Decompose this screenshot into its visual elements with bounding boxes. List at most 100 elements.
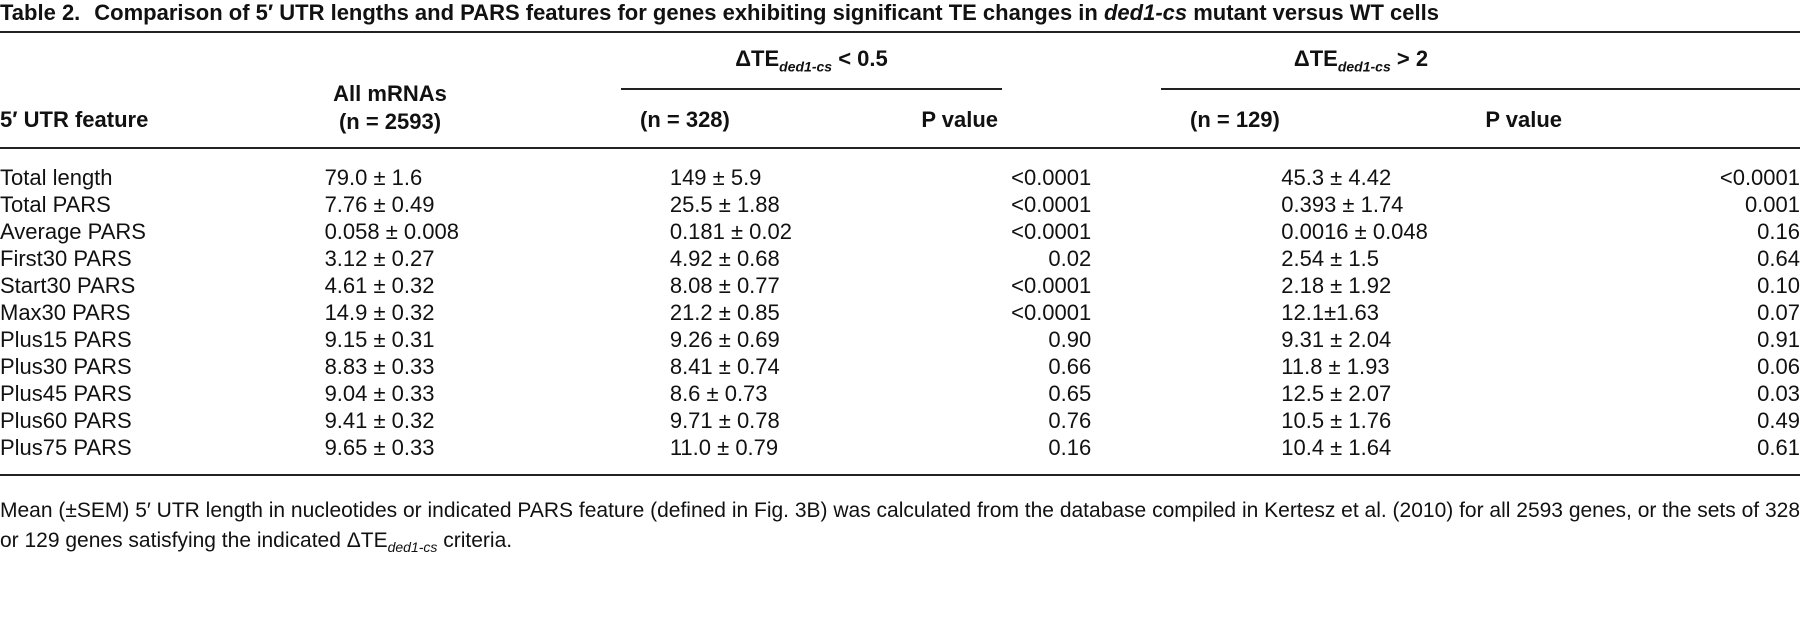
feature-cell: Total PARS xyxy=(0,192,111,217)
header-all-mrnas-n: (n = 2593) xyxy=(338,109,442,134)
high-te-value-cell: 10.4 ± 1.64 xyxy=(1281,435,1392,460)
table-row: Plus15 PARS 9.15 ± 0.31 9.26 ± 0.69 0.90 9.3… xyxy=(0,326,1800,353)
low-te-p-cell: <0.0001 xyxy=(1011,192,1092,217)
high-te-p-cell: 0.03 xyxy=(1757,381,1800,406)
feature-cell: Total length xyxy=(0,165,113,190)
feature-cell: Plus60 PARS xyxy=(0,408,132,433)
table-row: Plus60 PARS 9.41 ± 0.32 9.71 ± 0.78 0.76 10.… xyxy=(0,407,1800,434)
high-te-p-cell: <0.0001 xyxy=(1719,165,1800,190)
high-te-p-cell: 0.07 xyxy=(1757,300,1800,325)
feature-cell: Plus45 PARS xyxy=(0,381,132,406)
low-te-value-cell: 149 ± 5.9 xyxy=(669,165,762,190)
all-mrnas-cell: 9.65 ± 0.33 xyxy=(324,435,435,460)
high-te-value-cell: 2.54 ± 1.5 xyxy=(1281,246,1379,271)
high-te-p-cell: 0.001 xyxy=(1744,192,1800,217)
low-te-value-cell: 8.08 ± 0.77 xyxy=(669,273,780,298)
all-mrnas-cell: 79.0 ± 1.6 xyxy=(324,165,423,190)
footnote-sub: ded1-cs xyxy=(387,539,438,556)
low-te-value-cell: 8.41 ± 0.74 xyxy=(669,354,780,379)
table-footnote: Mean (±SEM) 5′ UTR length in nucleotides… xyxy=(0,496,1800,562)
header-low-n: (n = 328) xyxy=(640,107,730,132)
high-te-p-cell: 0.10 xyxy=(1757,273,1800,298)
high-te-p-cell: 0.91 xyxy=(1757,327,1800,352)
table-row: Total PARS 7.76 ± 0.49 25.5 ± 1.88 <0.0001 0… xyxy=(0,191,1800,218)
low-te-value-cell: 11.0 ± 0.79 xyxy=(669,435,779,460)
feature-cell: Start30 PARS xyxy=(0,273,136,298)
caption-text-end: mutant versus WT cells xyxy=(1187,0,1439,25)
all-mrnas-cell: 7.76 ± 0.49 xyxy=(324,192,435,217)
low-te-value-cell: 25.5 ± 1.88 xyxy=(669,192,780,217)
group-high-sub: ded1-cs xyxy=(1337,58,1391,75)
high-te-p-cell: 0.64 xyxy=(1757,246,1800,271)
top-rule xyxy=(0,31,1800,33)
feature-cell: Plus30 PARS xyxy=(0,354,132,379)
caption-text: Comparison of 5′ UTR lengths and PARS fe… xyxy=(94,0,1104,25)
high-te-value-cell: 0.0016 ± 0.048 xyxy=(1281,219,1428,244)
group-high-cond: > 2 xyxy=(1390,46,1429,71)
low-te-value-cell: 0.181 ± 0.02 xyxy=(669,219,792,244)
table-row: Total length 79.0 ± 1.6 149 ± 5.9 <0.0001 45… xyxy=(0,164,1800,191)
low-te-p-cell: <0.0001 xyxy=(1011,165,1092,190)
footnote-text: Mean (±SEM) 5′ UTR length in nucleotides… xyxy=(0,499,1800,552)
data-table: Total length 79.0 ± 1.6 149 ± 5.9 <0.0001 45… xyxy=(0,164,1800,461)
feature-cell: Average PARS xyxy=(0,219,146,244)
group-high-prefix: ΔTE xyxy=(1293,46,1338,71)
high-te-p-cell: 0.49 xyxy=(1757,408,1800,433)
low-te-p-cell: <0.0001 xyxy=(1011,219,1092,244)
low-te-p-cell: 0.02 xyxy=(1048,246,1092,271)
group-high-rule xyxy=(1161,88,1800,90)
group-low-rule xyxy=(621,88,1002,90)
feature-cell: First30 PARS xyxy=(0,246,132,271)
high-te-value-cell: 45.3 ± 4.42 xyxy=(1281,165,1392,190)
high-te-p-cell: 0.16 xyxy=(1757,219,1800,244)
low-te-p-cell: 0.90 xyxy=(1048,327,1092,352)
group-low-cond: < 0.5 xyxy=(832,46,888,71)
all-mrnas-cell: 8.83 ± 0.33 xyxy=(324,354,435,379)
footnote-end: criteria. xyxy=(437,529,513,552)
caption-label: Table 2. xyxy=(0,0,81,25)
high-te-p-cell: 0.61 xyxy=(1757,435,1800,460)
bottom-rule xyxy=(0,474,1800,476)
header-all-mrnas-title: All mRNAs xyxy=(333,81,447,106)
low-te-p-cell: 0.76 xyxy=(1048,408,1092,433)
low-te-value-cell: 9.26 ± 0.69 xyxy=(669,327,780,352)
all-mrnas-cell: 9.41 ± 0.32 xyxy=(324,408,435,433)
header-high-p: P value xyxy=(1485,107,1562,132)
table-caption: Table 2. Comparison of 5′ UTR lengths and… xyxy=(0,0,1800,34)
table-row: Max30 PARS 14.9 ± 0.32 21.2 ± 0.85 <0.0001 1… xyxy=(0,299,1800,326)
all-mrnas-cell: 4.61 ± 0.32 xyxy=(324,273,435,298)
header-low-p: P value xyxy=(921,107,998,132)
feature-cell: Max30 PARS xyxy=(0,300,131,325)
feature-cell: Plus15 PARS xyxy=(0,327,132,352)
header-feature: 5′ UTR feature xyxy=(0,107,149,132)
table-row: Plus30 PARS 8.83 ± 0.33 8.41 ± 0.74 0.66 11.… xyxy=(0,353,1800,380)
all-mrnas-cell: 0.058 ± 0.008 xyxy=(324,219,459,244)
table-row: Start30 PARS 4.61 ± 0.32 8.08 ± 0.77 <0.000… xyxy=(0,272,1800,299)
header-group-low: ΔTEded1-cs < 0.5 xyxy=(621,46,1002,74)
low-te-p-cell: <0.0001 xyxy=(1011,300,1092,325)
high-te-value-cell: 9.31 ± 2.04 xyxy=(1281,327,1392,352)
table-row: Average PARS 0.058 ± 0.008 0.181 ± 0.02 <0.… xyxy=(0,218,1800,245)
header-group-high: ΔTEded1-cs > 2 xyxy=(1161,46,1561,74)
low-te-value-cell: 4.92 ± 0.68 xyxy=(669,246,780,271)
header-all-mrnas: All mRNAs (n = 2593) xyxy=(300,80,480,136)
high-te-p-cell: 0.06 xyxy=(1757,354,1800,379)
low-te-p-cell: 0.66 xyxy=(1048,354,1092,379)
low-te-p-cell: 0.16 xyxy=(1048,435,1092,460)
table-row: Plus45 PARS 9.04 ± 0.33 8.6 ± 0.73 0.65 12.5… xyxy=(0,380,1800,407)
low-te-value-cell: 21.2 ± 0.85 xyxy=(669,300,780,325)
all-mrnas-cell: 14.9 ± 0.32 xyxy=(324,300,435,325)
caption-italic: ded1-cs xyxy=(1103,0,1188,25)
all-mrnas-cell: 3.12 ± 0.27 xyxy=(324,246,435,271)
feature-cell: Plus75 PARS xyxy=(0,435,132,460)
low-te-p-cell: 0.65 xyxy=(1048,381,1092,406)
high-te-value-cell: 12.5 ± 2.07 xyxy=(1281,381,1392,406)
header-high-n: (n = 129) xyxy=(1190,107,1280,132)
high-te-value-cell: 12.1±1.63 xyxy=(1281,300,1379,325)
table-row: Plus75 PARS 9.65 ± 0.33 11.0 ± 0.79 0.16 10.… xyxy=(0,434,1800,461)
table-body: Total length 79.0 ± 1.6 149 ± 5.9 <0.0001 45… xyxy=(0,164,1800,461)
all-mrnas-cell: 9.15 ± 0.31 xyxy=(324,327,435,352)
table-row: First30 PARS 3.12 ± 0.27 4.92 ± 0.68 0.02 2.… xyxy=(0,245,1800,272)
high-te-value-cell: 10.5 ± 1.76 xyxy=(1281,408,1392,433)
all-mrnas-cell: 9.04 ± 0.33 xyxy=(324,381,435,406)
